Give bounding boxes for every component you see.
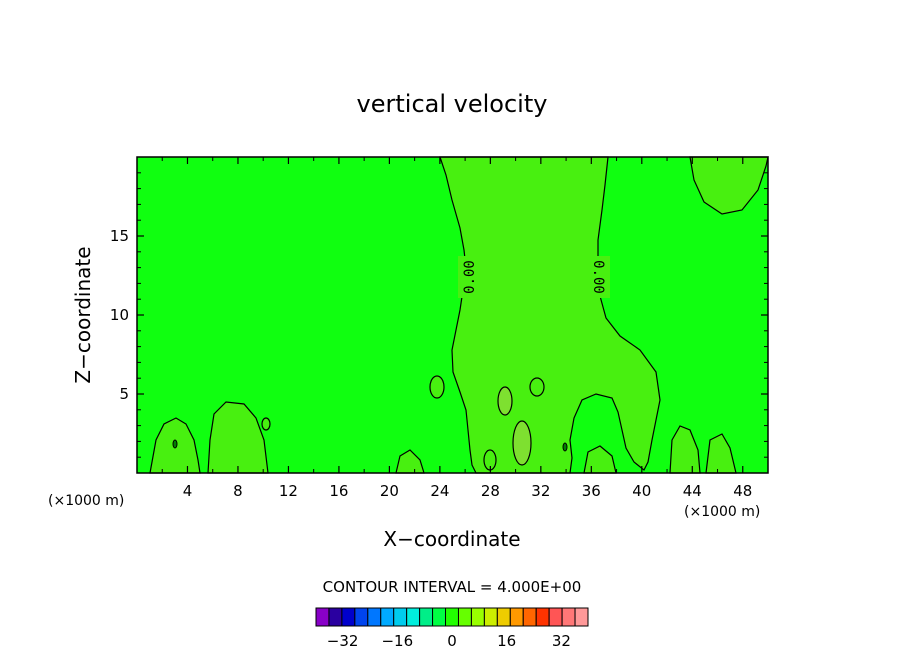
x-tick-label: 24 — [430, 482, 449, 500]
contour-label-1: 0.00 — [462, 260, 478, 294]
x-tick-label: 48 — [733, 482, 752, 500]
colorbar-swatch — [367, 607, 382, 627]
colorbar-swatch — [432, 607, 447, 627]
contour-interval-text: CONTOUR INTERVAL = 4.000E+00 — [323, 578, 582, 596]
colorbar-tick-label: 16 — [497, 632, 516, 650]
y-tick-label: 5 — [119, 385, 129, 403]
colorbar-swatch — [406, 607, 421, 627]
colorbar-tick-label: 32 — [552, 632, 571, 650]
colorbar-tick-label: 0 — [447, 632, 457, 650]
y-axis-label: Z−coordinate — [71, 246, 95, 383]
contour-label-2: 0.00 — [590, 260, 606, 294]
chart-title: vertical velocity — [357, 90, 548, 118]
x-unit-right: (×1000 m) — [684, 504, 760, 520]
x-tick-label: 44 — [683, 482, 702, 500]
colorbar-swatch — [328, 607, 343, 627]
contour-field — [136, 156, 769, 474]
x-tick-label: 20 — [380, 482, 399, 500]
strong-core-1 — [497, 386, 513, 416]
colorbar-tick-labels: −32 −16 0 16 32 — [327, 632, 571, 650]
colorbar-swatch — [561, 607, 576, 627]
contour-label-group: 0.00 0.00 — [458, 256, 610, 298]
colorbar-swatch — [354, 607, 369, 627]
x-tick-label: 36 — [582, 482, 601, 500]
colorbar-swatch — [535, 607, 550, 627]
x-axis-ticks: 4 8 12 16 20 24 28 32 36 40 44 48 — [161, 157, 752, 500]
colorbar-tick-label: −16 — [381, 632, 413, 650]
colorbar-swatch — [509, 607, 524, 627]
colorbar-swatch — [457, 607, 472, 627]
colorbar-swatch — [380, 607, 395, 627]
colorbar-swatch — [483, 607, 498, 627]
x-tick-label: 28 — [481, 482, 500, 500]
x-tick-label: 32 — [531, 482, 550, 500]
updraft-region — [439, 156, 661, 474]
x-tick-label: 40 — [632, 482, 651, 500]
x-tick-label: 4 — [183, 482, 193, 500]
positive-bump-2 — [207, 401, 269, 474]
colorbar-swatch — [315, 607, 330, 627]
small-contour-3 — [261, 417, 271, 431]
x-axis-label: X−coordinate — [383, 527, 520, 551]
y-tick-label: 15 — [110, 227, 129, 245]
colorbar-swatch — [393, 607, 408, 627]
y-axis-ticks: 5 10 15 — [110, 172, 768, 458]
colorbar-swatch — [548, 607, 563, 627]
colorbar-tick-label: −32 — [327, 632, 359, 650]
x-unit-left: (×1000 m) — [48, 493, 124, 509]
x-tick-label: 8 — [233, 482, 243, 500]
colorbar-swatch — [496, 607, 511, 627]
colorbar-swatch — [341, 607, 356, 627]
small-contour-2 — [529, 377, 545, 397]
y-tick-label: 10 — [110, 306, 129, 324]
small-contour-1 — [429, 375, 445, 399]
colorbar-swatch — [470, 607, 485, 627]
x-tick-label: 16 — [329, 482, 348, 500]
x-tick-label: 12 — [279, 482, 298, 500]
colorbar-swatch — [419, 607, 434, 627]
negative-core-1 — [172, 439, 178, 449]
negative-core-2 — [562, 442, 568, 452]
colorbar-swatch — [522, 607, 537, 627]
colorbar-swatch — [445, 607, 459, 627]
colorbar-swatch — [574, 607, 589, 627]
strong-core-2 — [512, 420, 532, 466]
colorbar — [315, 607, 589, 627]
